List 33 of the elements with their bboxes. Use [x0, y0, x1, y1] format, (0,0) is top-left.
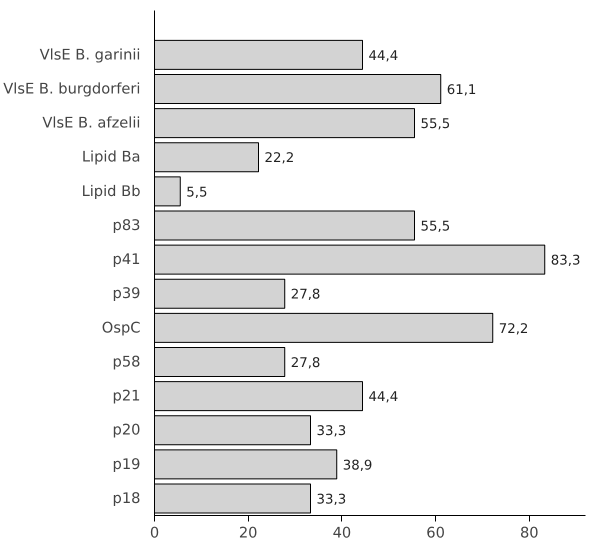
- x-tick-label: 80: [520, 524, 539, 542]
- data-label: 83,3: [550, 254, 580, 269]
- y-tick-label: p20: [112, 422, 140, 439]
- y-tick-label: p58: [112, 353, 140, 370]
- y-tick-label: p39: [112, 285, 140, 302]
- y-tick-label: OspC: [102, 319, 141, 336]
- data-label: 72,2: [498, 322, 528, 337]
- y-tick-label: VlsE B. afzelii: [42, 114, 140, 132]
- y-tick-label: VlsE B. garinii: [40, 46, 141, 64]
- data-label: 44,4: [368, 390, 398, 406]
- data-label: 61,1: [446, 82, 476, 98]
- data-label: 5,5: [186, 185, 208, 200]
- data-label: 55,5: [420, 117, 450, 132]
- y-tick-label: p41: [112, 251, 140, 268]
- data-label: 55,5: [420, 219, 450, 234]
- data-label: 38,9: [342, 458, 372, 474]
- x-tick-label: 40: [332, 524, 352, 542]
- y-tick-label: p83: [112, 216, 140, 234]
- data-label: 33,3: [316, 424, 346, 440]
- data-label: 22,2: [264, 151, 294, 166]
- y-tick-label: Lipid Ba: [82, 148, 141, 166]
- y-tick-label: p19: [112, 456, 140, 473]
- x-tick-label: 60: [426, 524, 445, 542]
- y-tick-label: Lipid Bb: [82, 182, 141, 200]
- x-tick-label: 20: [238, 524, 258, 542]
- y-tick-label: p18: [112, 490, 140, 507]
- data-label: 33,3: [316, 492, 346, 508]
- data-label: 27,8: [290, 356, 320, 371]
- data-label: 44,4: [368, 48, 398, 64]
- data-label: 27,8: [290, 288, 320, 303]
- y-tick-label: p21: [112, 388, 140, 405]
- y-tick-label: VlsE B. burgdorferi: [3, 80, 141, 98]
- x-tick-label: 0: [150, 524, 160, 542]
